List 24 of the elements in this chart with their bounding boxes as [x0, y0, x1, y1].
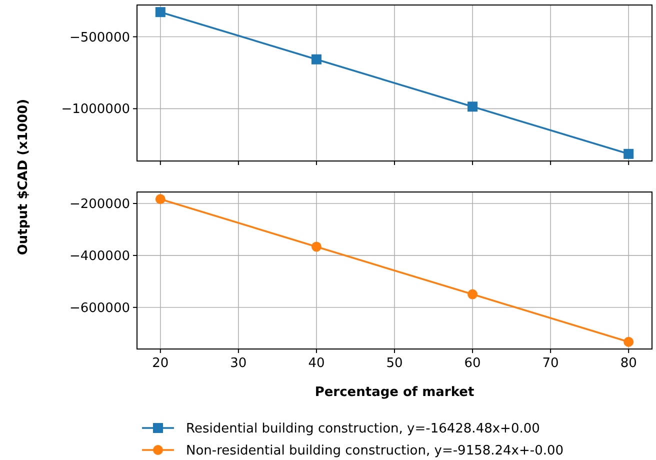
- y-tick-label: −200000: [69, 197, 130, 212]
- point: [624, 148, 634, 159]
- point: [311, 242, 322, 252]
- x-tick-label: 20: [152, 356, 169, 371]
- y-tick-label: −400000: [69, 249, 130, 264]
- x-tick-label: 70: [542, 356, 559, 371]
- x-tick-label: 50: [386, 356, 403, 371]
- legend-label: Non-residential building construction, y=-9158.24x+-0.00: [186, 444, 564, 459]
- point: [311, 54, 322, 64]
- x-tick-label: 40: [308, 356, 325, 371]
- y-tick-label: −600000: [69, 300, 130, 316]
- point: [468, 289, 478, 300]
- point: [155, 194, 166, 204]
- point: [155, 7, 166, 18]
- x-tick-label: 80: [620, 356, 637, 371]
- legend-label: Residential building construction, y=-16428.48x+0.00: [186, 422, 540, 437]
- x-tick-label: 60: [464, 356, 481, 371]
- y-tick-label: −1000000: [61, 102, 130, 118]
- point: [468, 102, 478, 112]
- x-axis-title: Percentage of market: [314, 385, 474, 400]
- y-axis-title: Output $CAD (x1000): [16, 98, 31, 256]
- y-tick-label: −500000: [69, 30, 130, 46]
- point: [624, 336, 634, 347]
- x-tick-label: 30: [230, 356, 247, 371]
